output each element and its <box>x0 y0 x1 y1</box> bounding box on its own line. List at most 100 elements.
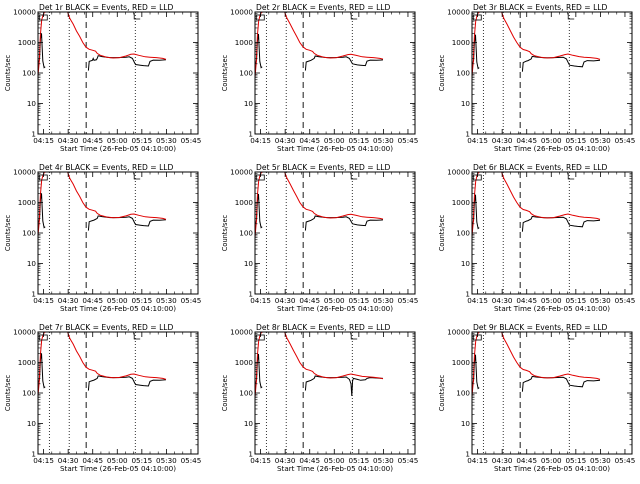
y-tick-label: 100 <box>239 389 253 398</box>
x-tick-label: 04:15 <box>250 456 271 465</box>
y-tick-label: 1 <box>248 450 253 459</box>
x-tick-label: 04:30 <box>58 296 79 305</box>
y-tick-label: 100 <box>22 229 36 238</box>
y-axis-label: Counts/sec <box>438 374 446 411</box>
x-tick-label: 04:15 <box>250 136 271 145</box>
events-series-line <box>304 215 384 231</box>
events-series-line <box>521 215 601 232</box>
panel-title: Det 3r BLACK = Events, RED = LLD <box>473 3 608 12</box>
y-tick-label: 100 <box>456 229 470 238</box>
y-tick-label: 100 <box>456 69 470 78</box>
y-tick-label: 1000 <box>18 38 37 47</box>
x-tick-label: 04:45 <box>516 296 537 305</box>
x-tick-label: 04:15 <box>467 296 488 305</box>
x-tick-label: 04:45 <box>299 136 320 145</box>
x-tick-label: 04:15 <box>250 296 271 305</box>
panel-det-3: Det 3r BLACK = Events, RED = LLD 1 10 100 10… <box>438 3 635 153</box>
x-tick-label: 04:45 <box>516 456 537 465</box>
panel-title: Det 8r BLACK = Events, RED = LLD <box>256 323 391 332</box>
y-axis-label: Counts/sec <box>438 214 446 251</box>
y-axis-label: Counts/sec <box>221 214 229 251</box>
x-tick-label: 04:30 <box>492 296 513 305</box>
x-tick-label: 05:30 <box>373 296 394 305</box>
plot-frame <box>471 171 633 295</box>
x-tick-label: 04:30 <box>58 456 79 465</box>
events-series-line <box>521 55 601 72</box>
x-tick-label: 05:45 <box>615 456 636 465</box>
x-tick-label: 04:45 <box>82 296 103 305</box>
y-tick-label: 10000 <box>447 168 470 177</box>
plot-frame <box>471 331 633 455</box>
x-tick-label: 04:45 <box>516 136 537 145</box>
x-tick-label: 05:00 <box>107 456 128 465</box>
y-axis-label: Counts/sec <box>438 54 446 91</box>
x-tick-label: 05:30 <box>590 456 611 465</box>
x-tick-label: 04:15 <box>33 296 54 305</box>
y-tick-label: 10000 <box>13 168 36 177</box>
lld-series-line <box>501 332 601 380</box>
y-tick-label: 1000 <box>452 358 471 367</box>
marker-glyph <box>133 333 141 340</box>
panel-det-5: Det 5r BLACK = Events, RED = LLD 1 10 100 10… <box>221 163 418 313</box>
events-series-line <box>304 55 384 71</box>
y-axis-label: Counts/sec <box>221 54 229 91</box>
x-tick-label: 05:15 <box>565 456 586 465</box>
x-tick-label: 04:45 <box>82 456 103 465</box>
x-tick-label: 05:00 <box>107 296 128 305</box>
y-tick-label: 10 <box>27 99 37 108</box>
y-tick-label: 1000 <box>18 358 37 367</box>
y-tick-label: 10000 <box>230 8 253 17</box>
x-tick-label: 05:45 <box>398 136 419 145</box>
x-tick-label: 05:15 <box>348 136 369 145</box>
panel-det-2: Det 2r BLACK = Events, RED = LLD 1 10 100 10… <box>221 3 418 153</box>
x-tick-label: 05:00 <box>541 456 562 465</box>
y-axis-label: Counts/sec <box>4 54 12 91</box>
y-tick-label: 100 <box>239 229 253 238</box>
marker-glyph <box>567 13 575 20</box>
y-tick-label: 1 <box>248 130 253 139</box>
x-tick-label: 04:30 <box>492 456 513 465</box>
x-tick-label: 05:30 <box>590 136 611 145</box>
y-tick-label: 10000 <box>13 8 36 17</box>
panel-title: Det 2r BLACK = Events, RED = LLD <box>256 3 391 12</box>
x-tick-label: 05:45 <box>398 296 419 305</box>
x-tick-label: 05:30 <box>373 136 394 145</box>
marker-glyph <box>133 173 141 180</box>
x-tick-label: 05:45 <box>181 456 202 465</box>
panel-det-1: Det 1r BLACK = Events, RED = LLD 1 10 100 10… <box>4 3 201 153</box>
x-tick-label: 05:15 <box>131 136 152 145</box>
x-tick-label: 04:15 <box>467 456 488 465</box>
plot-frame <box>254 171 416 295</box>
y-tick-label: 1 <box>465 130 470 139</box>
events-series-line <box>304 375 384 397</box>
y-tick-label: 1 <box>31 290 36 299</box>
events-series-line <box>87 55 167 71</box>
x-axis-label: Start Time (26-Feb-05 04:10:00) <box>60 144 176 153</box>
x-axis-label: Start Time (26-Feb-05 04:10:00) <box>494 464 610 473</box>
x-tick-label: 05:00 <box>324 456 345 465</box>
y-tick-label: 10000 <box>230 168 253 177</box>
x-tick-label: 05:00 <box>324 136 345 145</box>
x-tick-label: 05:15 <box>131 456 152 465</box>
lld-series-line <box>284 12 384 60</box>
y-tick-label: 1 <box>465 290 470 299</box>
y-tick-label: 1 <box>31 130 36 139</box>
x-tick-label: 04:15 <box>33 456 54 465</box>
x-tick-label: 05:00 <box>107 136 128 145</box>
y-tick-label: 1000 <box>235 198 254 207</box>
x-tick-label: 05:15 <box>131 296 152 305</box>
x-axis-label: Start Time (26-Feb-05 04:10:00) <box>60 464 176 473</box>
x-tick-label: 05:00 <box>541 136 562 145</box>
x-tick-label: 04:30 <box>58 136 79 145</box>
x-tick-label: 04:15 <box>467 136 488 145</box>
panel-det-4: Det 4r BLACK = Events, RED = LLD 1 10 100 10… <box>4 163 201 313</box>
plot-frame <box>471 11 633 135</box>
lld-series-line <box>284 332 384 380</box>
x-axis-label: Start Time (26-Feb-05 04:10:00) <box>494 144 610 153</box>
panel-det-9: Det 9r BLACK = Events, RED = LLD 1 10 100 10… <box>438 323 635 473</box>
x-tick-label: 04:45 <box>82 136 103 145</box>
panel-title: Det 6r BLACK = Events, RED = LLD <box>473 163 608 172</box>
x-tick-label: 05:45 <box>181 136 202 145</box>
y-axis-label: Counts/sec <box>4 374 12 411</box>
